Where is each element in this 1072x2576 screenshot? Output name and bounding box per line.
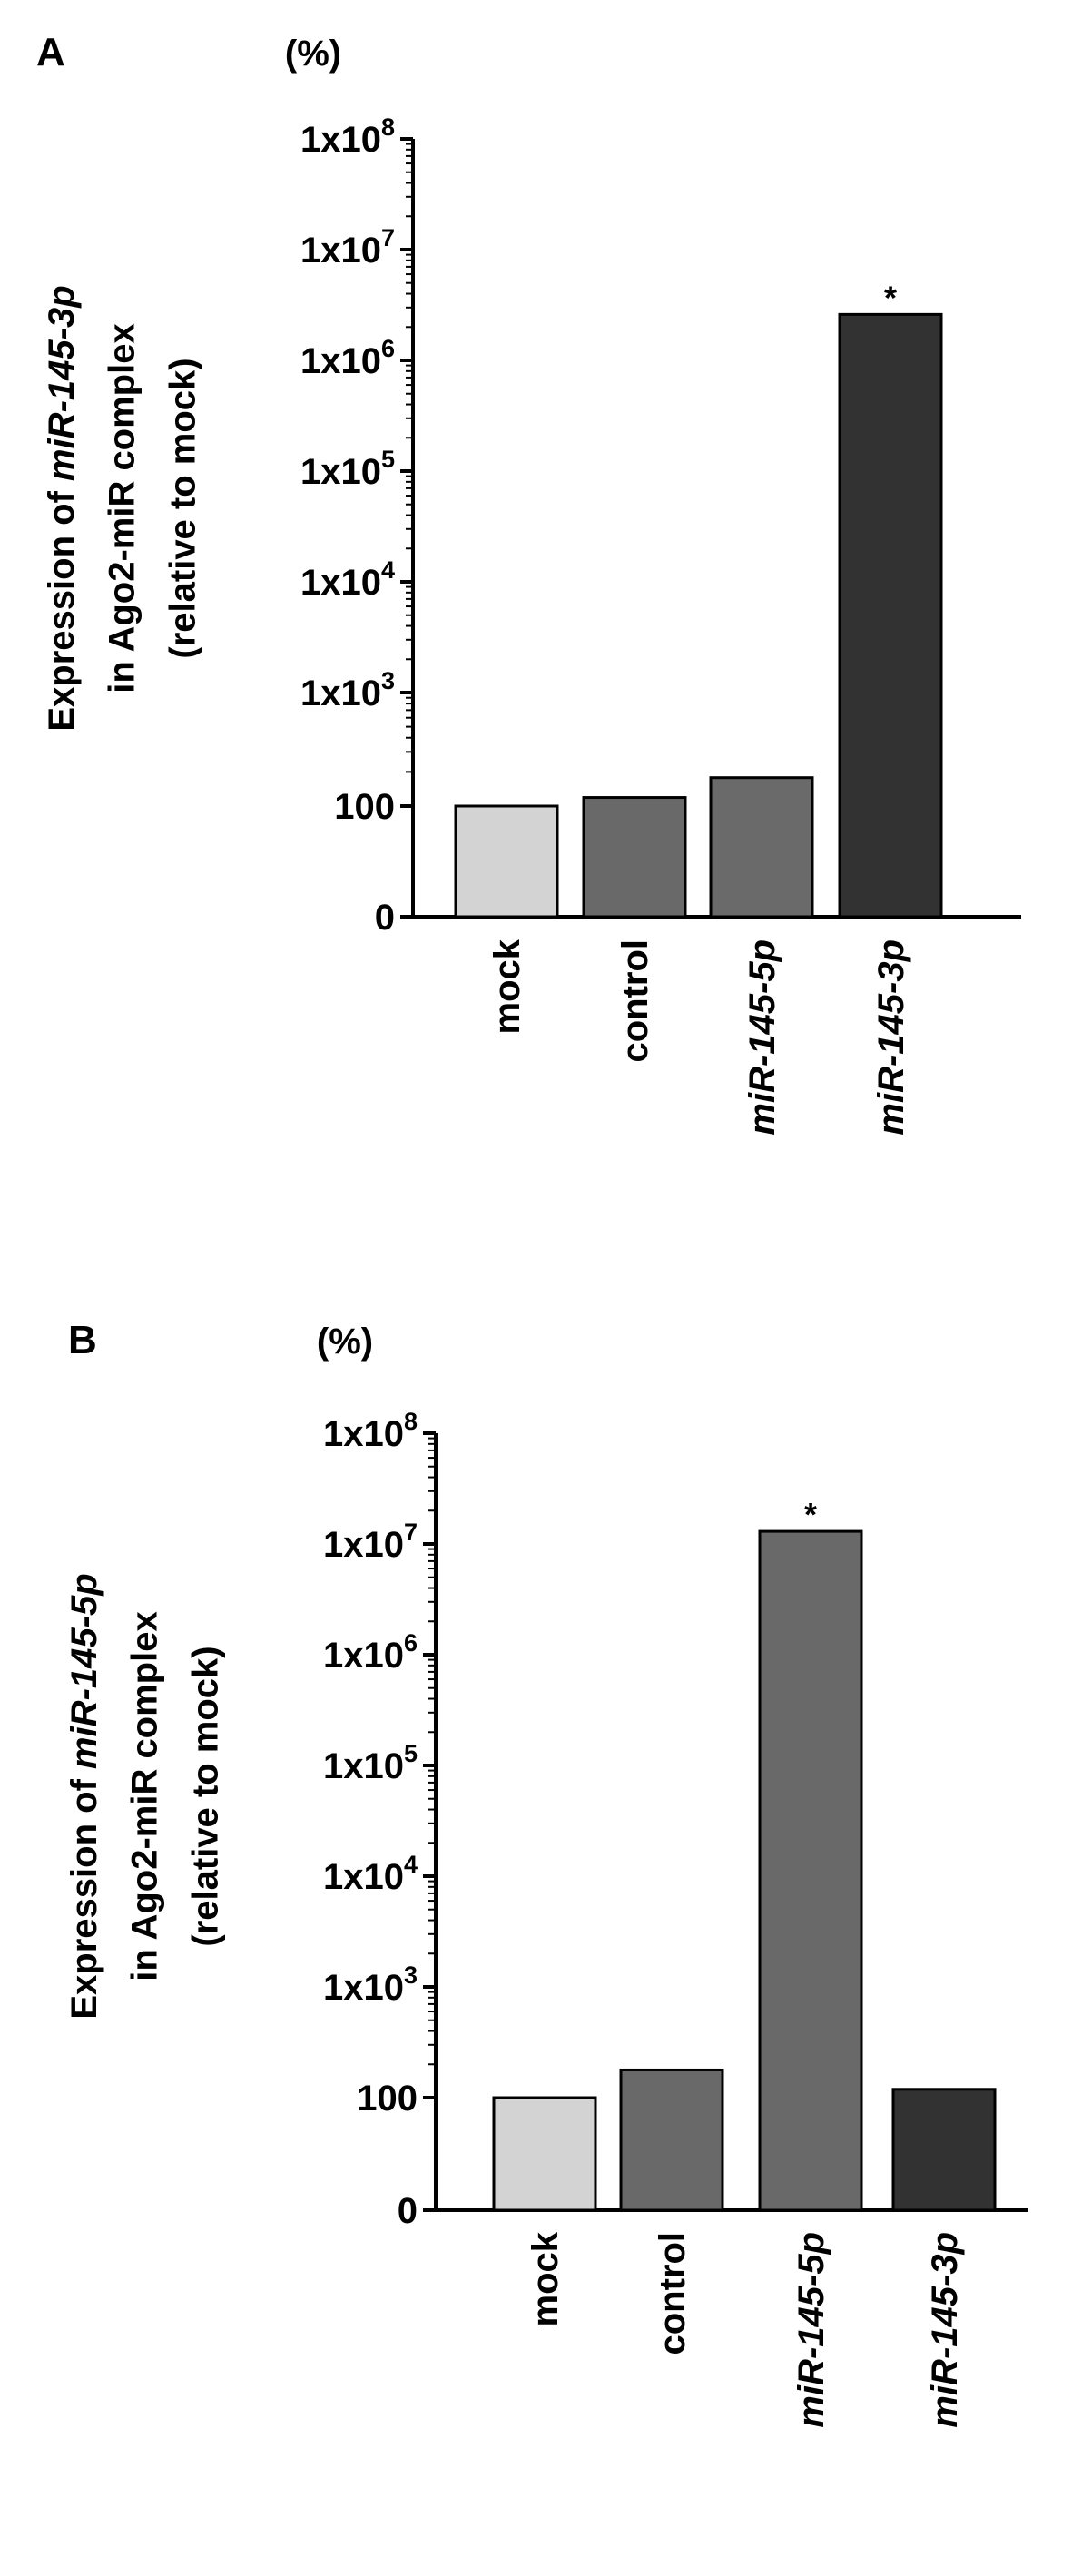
x-category-label: miR-145-3p bbox=[925, 2232, 965, 2428]
bar-3 bbox=[838, 312, 943, 919]
bar-1 bbox=[619, 2068, 724, 2212]
y-tick-exp: 7 bbox=[404, 1519, 418, 1546]
bar-2 bbox=[709, 776, 814, 919]
panel-label: A bbox=[36, 30, 65, 74]
significance-marker: * bbox=[804, 1496, 817, 1533]
y-tick-label: 0 bbox=[375, 898, 395, 938]
y-tick-base: 1x10 bbox=[300, 341, 381, 381]
panel-a: A (%) Expression of miR-145-3p in Ago2-miR … bbox=[36, 30, 1021, 1136]
y-tick-base: 1x10 bbox=[300, 563, 381, 603]
y-tick-label: 1x106 bbox=[300, 335, 395, 381]
x-category-label: control bbox=[653, 2232, 693, 2355]
y-tick-label: 1x108 bbox=[323, 1408, 418, 1454]
y-tick-label: 1x108 bbox=[300, 113, 395, 160]
y-tick-label: 1x103 bbox=[300, 667, 395, 713]
y-tick-label: 1x106 bbox=[323, 1629, 418, 1676]
y-tick-base: 1x10 bbox=[300, 673, 381, 713]
y-tick-label: 1x104 bbox=[300, 556, 395, 603]
y-tick-label: 1x107 bbox=[300, 224, 395, 270]
chart-b: B (%) Expression of miR-145-5p in Ago2-miR … bbox=[64, 1318, 1028, 2428]
y-tick-label: 100 bbox=[357, 2079, 418, 2119]
y-tick-label: 1x105 bbox=[323, 1740, 418, 1786]
y-tick-exp: 8 bbox=[381, 113, 395, 141]
y-tick-base: 1x10 bbox=[300, 120, 381, 160]
y-axis-title-part: miR-145-5p bbox=[64, 1573, 104, 1769]
y-tick-base: 1x10 bbox=[323, 1414, 404, 1454]
y-axis-title-line: (relative to mock) bbox=[186, 1646, 226, 1946]
unit-label: (%) bbox=[317, 1322, 373, 1362]
y-tick-base: 1x10 bbox=[323, 1746, 404, 1786]
y-tick-label: 0 bbox=[398, 2191, 418, 2231]
panel-label: B bbox=[68, 1318, 97, 1362]
y-axis-title-line: in Ago2-miR complex bbox=[125, 1611, 165, 1981]
y-tick-base: 1x10 bbox=[300, 231, 381, 270]
y-axis-title: Expression of miR-145-3p in Ago2-miR comp… bbox=[42, 285, 203, 731]
y-tick-exp: 5 bbox=[404, 1740, 418, 1767]
chart-a: A (%) Expression of miR-145-3p in Ago2-miR … bbox=[36, 30, 1021, 1136]
y-tick-exp: 3 bbox=[404, 1961, 418, 1989]
y-tick-label: 1x107 bbox=[323, 1519, 418, 1565]
y-axis-title: Expression of miR-145-5p in Ago2-miR comp… bbox=[64, 1573, 226, 2019]
y-axis-title-line: Expression of miR-145-5p bbox=[64, 1573, 104, 2019]
y-tick-base: 1x10 bbox=[300, 452, 381, 492]
y-axis-title-part: Expression of bbox=[42, 481, 82, 732]
y-tick-label: 1x103 bbox=[323, 1961, 418, 2008]
y-tick-exp: 5 bbox=[381, 446, 395, 473]
y-axis-title-line: Expression of miR-145-3p bbox=[42, 285, 82, 731]
y-tick-base: 1x10 bbox=[323, 1857, 404, 1897]
x-category-label: miR-145-5p bbox=[792, 2232, 831, 2428]
bar-1 bbox=[582, 796, 687, 919]
y-tick-exp: 7 bbox=[381, 224, 395, 251]
y-tick-exp: 4 bbox=[404, 1851, 418, 1878]
x-category-label: miR-145-3p bbox=[871, 939, 911, 1136]
bar-2 bbox=[758, 1529, 863, 2212]
bar-0 bbox=[454, 804, 559, 919]
panel-b: B (%) Expression of miR-145-5p in Ago2-miR … bbox=[0, 1288, 1072, 2576]
y-tick-label: 1x104 bbox=[323, 1851, 418, 1897]
significance-marker: * bbox=[884, 279, 897, 316]
y-tick-exp: 8 bbox=[404, 1408, 418, 1435]
y-tick-exp: 4 bbox=[381, 556, 395, 584]
unit-label: (%) bbox=[285, 34, 341, 74]
y-axis-title-part: miR-145-3p bbox=[42, 285, 82, 481]
y-axis-title-line: (relative to mock) bbox=[163, 358, 203, 658]
y-tick-exp: 3 bbox=[381, 667, 395, 694]
y-tick-label: 100 bbox=[334, 787, 395, 827]
bar-0 bbox=[492, 2096, 597, 2212]
y-tick-base: 1x10 bbox=[323, 1968, 404, 2008]
x-category-label: mock bbox=[526, 2231, 566, 2326]
bar-3 bbox=[891, 2088, 997, 2212]
y-tick-base: 1x10 bbox=[323, 1636, 404, 1676]
x-category-label: miR-145-5p bbox=[743, 939, 782, 1136]
x-category-label: control bbox=[615, 939, 655, 1063]
y-axis-title-line: in Ago2-miR complex bbox=[103, 323, 143, 693]
y-tick-base: 1x10 bbox=[323, 1525, 404, 1565]
y-tick-exp: 6 bbox=[381, 335, 395, 362]
y-tick-exp: 6 bbox=[404, 1629, 418, 1657]
y-axis-title-part: Expression of bbox=[64, 1769, 104, 2020]
x-category-label: mock bbox=[487, 939, 527, 1034]
y-tick-label: 1x105 bbox=[300, 446, 395, 492]
